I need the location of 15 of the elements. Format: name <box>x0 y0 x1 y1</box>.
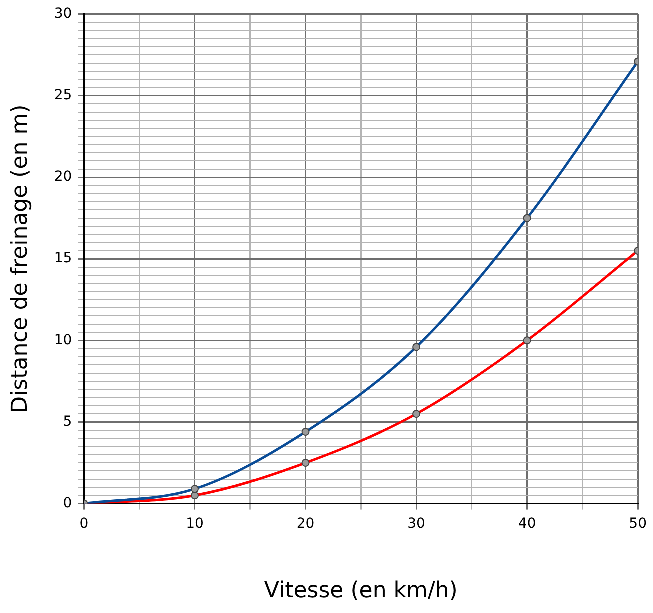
y-tick-label: 25 <box>54 88 72 104</box>
x-tick-label: 30 <box>408 516 426 532</box>
x-axis-title: Vitesse (en km/h) <box>264 578 458 604</box>
x-tick-label: 20 <box>296 516 315 532</box>
x-tick-label: 0 <box>80 516 89 532</box>
y-axis-title: Distance de freinage (en m) <box>8 104 33 414</box>
y-tick-label: 15 <box>54 250 72 267</box>
y-tick-label: 30 <box>54 6 72 22</box>
y-tick-label: 10 <box>54 332 72 348</box>
y-tick-label: 0 <box>63 495 72 512</box>
x-tick-label: 10 <box>186 516 204 532</box>
x-tick-label: 50 <box>629 516 648 532</box>
x-tick-label: 40 <box>518 516 536 532</box>
y-tick-label: 5 <box>63 414 72 430</box>
y-tick-label: 20 <box>54 169 72 186</box>
